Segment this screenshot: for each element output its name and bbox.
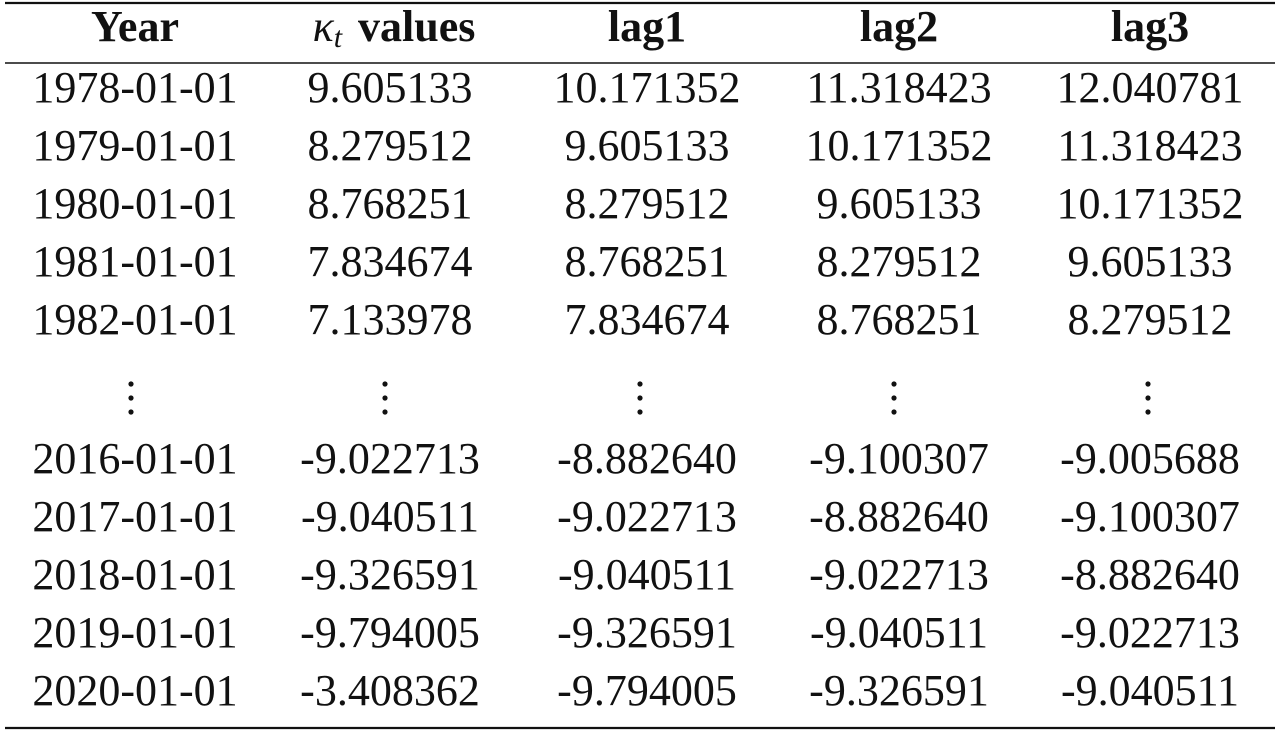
value-cell: 10.171352 (554, 63, 741, 112)
date-cell: 2018-01-01 (32, 550, 237, 599)
value-cell: -9.022713 (809, 550, 989, 599)
value-cell: 8.768251 (817, 295, 982, 344)
value-cell: 8.768251 (565, 237, 730, 286)
value-cell: -9.040511 (810, 608, 988, 657)
value-cell: -8.882640 (557, 434, 737, 483)
value-cell: -9.326591 (300, 550, 480, 599)
value-cell: -9.040511 (301, 492, 479, 541)
ellipsis-row (128, 381, 1151, 415)
value-cell: -9.022713 (1060, 608, 1240, 657)
value-cell: 8.279512 (308, 121, 473, 170)
value-cell: 10.171352 (806, 121, 993, 170)
value-cell: -9.022713 (557, 492, 737, 541)
value-cell: 8.279512 (1068, 295, 1233, 344)
value-cell: 7.133978 (308, 295, 473, 344)
value-cell: 11.318423 (1057, 121, 1242, 170)
vdots (891, 381, 897, 415)
date-cell: 2020-01-01 (32, 666, 237, 715)
value-cell: -9.100307 (809, 434, 989, 483)
value-cell: -9.326591 (809, 666, 989, 715)
date-cell: 1978-01-01 (32, 63, 237, 112)
header-text: values (358, 2, 475, 51)
value-cell: 7.834674 (308, 237, 473, 286)
vdots (382, 381, 388, 415)
header-symbol: κ (313, 2, 335, 51)
value-cell: 8.768251 (308, 179, 473, 228)
column-header: lag3 (1111, 2, 1189, 51)
value-cell: -9.005688 (1060, 434, 1240, 483)
value-cell: -9.794005 (557, 666, 737, 715)
value-cell: -8.882640 (809, 492, 989, 541)
value-cell: 12.040781 (1057, 63, 1244, 112)
date-cell: 2019-01-01 (32, 608, 237, 657)
value-cell: 10.171352 (1057, 179, 1244, 228)
value-cell: 9.605133 (565, 121, 730, 170)
value-cell: -9.040511 (1061, 666, 1239, 715)
date-cell: 1979-01-01 (32, 121, 237, 170)
column-header: Year (91, 2, 179, 51)
value-cell: 9.605133 (817, 179, 982, 228)
value-cell: -9.022713 (300, 434, 480, 483)
value-cell: 8.279512 (817, 237, 982, 286)
date-cell: 1982-01-01 (32, 295, 237, 344)
vdots (1145, 381, 1151, 415)
column-header: lag1 (608, 2, 686, 51)
value-cell: 9.605133 (1068, 237, 1233, 286)
value-cell: 11.318423 (806, 63, 991, 112)
value-cell: 9.605133 (308, 63, 473, 112)
value-cell: -8.882640 (1060, 550, 1240, 599)
date-cell: 1980-01-01 (32, 179, 237, 228)
value-cell: -9.794005 (300, 608, 480, 657)
column-header: κt values (313, 2, 476, 54)
header-subscript: t (334, 21, 343, 54)
vdots (128, 381, 134, 415)
value-cell: 7.834674 (565, 295, 730, 344)
vdots (637, 381, 643, 415)
value-cell: -3.408362 (300, 666, 480, 715)
value-cell: 8.279512 (565, 179, 730, 228)
value-cell: -9.040511 (558, 550, 736, 599)
date-cell: 2017-01-01 (32, 492, 237, 541)
value-cell: -9.326591 (557, 608, 737, 657)
value-cell: -9.100307 (1060, 492, 1240, 541)
column-header: lag2 (860, 2, 938, 51)
date-cell: 1981-01-01 (32, 237, 237, 286)
date-cell: 2016-01-01 (32, 434, 237, 483)
